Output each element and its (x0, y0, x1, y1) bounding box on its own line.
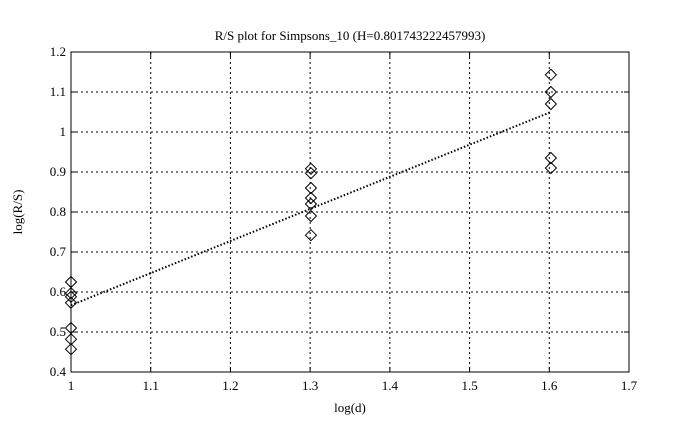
ticks: 1 1.1 1.2 1.3 1.4 1.5 1.6 1.7 0.4 0.5 0.6 0.7 0.8 0.9… (50, 44, 638, 393)
y-tick-label: 0.5 (50, 324, 66, 339)
y-tick-label: 0.7 (50, 244, 67, 259)
y-tick-label: 1.2 (50, 44, 66, 59)
plot-frame (70, 51, 630, 373)
x-tick-label: 1.3 (302, 378, 318, 393)
y-tick-label: 1.1 (50, 84, 66, 99)
data-point-diamond (544, 161, 558, 175)
data-point-diamond (544, 85, 558, 99)
x-tick-label: 1.7 (621, 378, 638, 393)
y-tick-label: 0.9 (50, 164, 66, 179)
y-tick-label: 0.4 (50, 364, 67, 379)
data-point-diamond (544, 97, 558, 111)
y-tick-label: 1 (60, 124, 67, 139)
data-point-diamond (304, 228, 318, 242)
x-tick-label: 1.4 (382, 378, 399, 393)
data-point-diamond (304, 162, 318, 176)
data-point-diamond (304, 181, 318, 195)
x-axis-label: log(d) (334, 400, 366, 415)
chart-title: R/S plot for Simpsons_10 (H=0.8017432224… (215, 28, 486, 43)
x-tick-label: 1.2 (222, 378, 238, 393)
y-tick-label: 0.6 (50, 284, 67, 299)
x-tick-label: 1.1 (143, 378, 159, 393)
fit-line-group (70, 111, 552, 307)
grid (71, 52, 629, 372)
data-point-diamond (304, 166, 318, 180)
y-tick-label: 0.8 (50, 204, 66, 219)
fit-line (70, 111, 552, 307)
data-point-diamond (304, 209, 318, 223)
data-point-diamond (304, 191, 318, 205)
data-point-diamond (544, 68, 558, 82)
y-axis-label: log(R/S) (10, 190, 25, 235)
data-point-diamond (544, 151, 558, 165)
x-tick-label: 1 (68, 378, 75, 393)
x-tick-label: 1.6 (541, 378, 558, 393)
x-tick-label: 1.5 (461, 378, 477, 393)
data-point-diamond (304, 197, 318, 211)
